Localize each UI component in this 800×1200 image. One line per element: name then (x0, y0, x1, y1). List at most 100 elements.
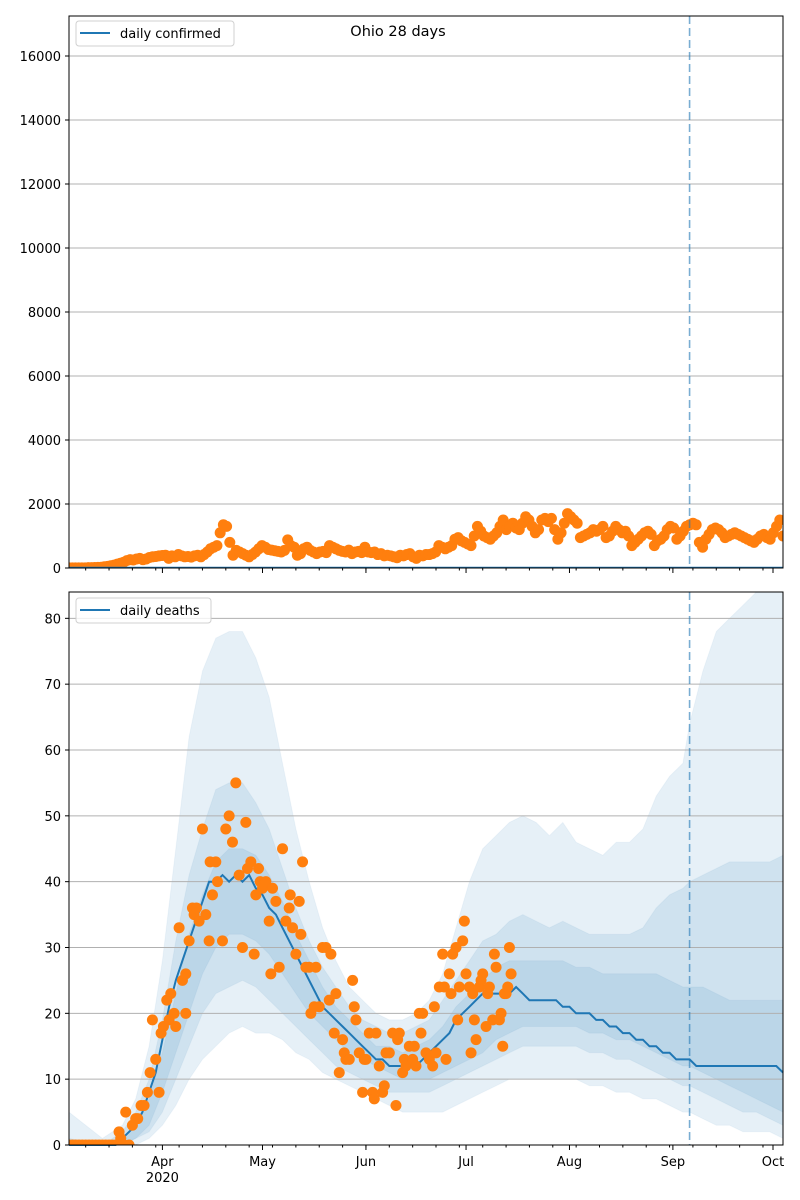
deaths-ytick-label: 30 (44, 942, 61, 957)
deaths-ytick-label: 60 (44, 744, 61, 759)
deaths-point (488, 948, 500, 960)
deaths-ytick-label: 50 (44, 810, 61, 825)
deaths-point (437, 948, 449, 960)
confirmed-point (545, 512, 557, 524)
deaths-xtick-label: Sep (661, 1155, 686, 1170)
confirmed-point (224, 536, 236, 548)
deaths-point (168, 1007, 180, 1019)
deaths-point (313, 1001, 325, 1013)
deaths-point (200, 909, 212, 921)
deaths-point (470, 1034, 482, 1046)
confirmed-point (597, 520, 609, 532)
deaths-point (240, 816, 252, 828)
deaths-point (452, 1014, 464, 1026)
deaths-ytick-label: 70 (44, 678, 61, 693)
deaths-point (483, 981, 495, 993)
deaths-point (325, 948, 337, 960)
deaths-point (457, 935, 469, 947)
deaths-point (428, 1001, 440, 1013)
confirmed-point (221, 520, 233, 532)
confirmed-legend: daily confirmed (75, 20, 235, 47)
deaths-point (393, 1027, 405, 1039)
deaths-point (465, 1047, 477, 1059)
deaths-point (468, 1014, 480, 1026)
deaths-point (144, 1067, 156, 1079)
deaths-point (440, 1053, 452, 1065)
deaths-point (503, 942, 515, 953)
deaths-point (248, 948, 260, 960)
deaths-point (253, 863, 265, 874)
deaths-ytick-label: 80 (44, 612, 61, 627)
deaths-point (453, 981, 465, 993)
deaths-point (233, 869, 245, 881)
confirmed-ytick-label: 2000 (28, 498, 61, 513)
deaths-point (495, 1007, 507, 1019)
deaths-point (348, 1001, 360, 1013)
deaths-point (245, 856, 257, 868)
deaths-point (378, 1080, 390, 1092)
confirmed-ytick-label: 8000 (28, 306, 61, 321)
confirmed-ytick-label: 14000 (20, 114, 61, 129)
deaths-xtick-label: May (249, 1155, 276, 1170)
deaths-point (368, 1093, 380, 1105)
chart-title: Ohio 28 days (350, 24, 445, 40)
deaths-ytick-label: 0 (53, 1139, 61, 1154)
deaths-point (265, 968, 277, 980)
deaths-point (343, 1053, 355, 1065)
deaths-point (226, 836, 238, 848)
deaths-point (132, 1113, 144, 1125)
deaths-xtick-sublabel: 2020 (146, 1171, 179, 1186)
confirmed-ytick-label: 6000 (28, 370, 61, 385)
deaths-point (216, 935, 228, 947)
deaths-point (443, 968, 455, 980)
deaths-point (230, 777, 242, 789)
deaths-ytick-label: 10 (44, 1073, 61, 1088)
deaths-point (295, 928, 307, 940)
deaths-point (460, 968, 472, 980)
confirmed-axes-frame (68, 15, 784, 569)
deaths-points (69, 777, 517, 1145)
deaths-xtick-label: Aug (557, 1155, 582, 1170)
deaths-point (497, 1040, 509, 1052)
deaths-point (123, 1139, 135, 1145)
deaths-point (206, 889, 218, 901)
deaths-point (293, 895, 305, 907)
confirmed-ytick-label: 12000 (20, 178, 61, 193)
deaths-point (502, 981, 514, 993)
deaths-point (236, 942, 248, 953)
deaths-point (173, 922, 185, 934)
deaths-point (505, 968, 517, 980)
deaths-point (223, 810, 235, 822)
deaths-point (284, 889, 296, 901)
deaths-ytick-label: 40 (44, 876, 61, 891)
deaths-point (357, 1086, 369, 1098)
deaths-point (417, 1007, 429, 1019)
confirmed-ytick-label: 0 (53, 562, 61, 577)
deaths-y-ticks: 0 10 20 30 40 50 60 70 80 (44, 612, 69, 1154)
deaths-point (290, 948, 302, 960)
confirmed-ytick-label: 10000 (20, 242, 61, 257)
deaths-xtick-label: Jul (457, 1155, 474, 1170)
deaths-xtick-label: Apr (151, 1155, 174, 1170)
confirmed-points (69, 508, 783, 568)
deaths-point (287, 922, 299, 934)
deaths-point (120, 1106, 132, 1118)
deaths-point (203, 935, 215, 947)
deaths-legend-box (75, 597, 212, 624)
deaths-point (410, 1060, 422, 1072)
deaths-point (180, 968, 192, 980)
confirmed-point (533, 524, 545, 536)
confirmed-point (211, 540, 223, 552)
deaths-point (165, 988, 177, 1000)
deaths-point (267, 882, 279, 894)
deaths-point (273, 961, 285, 973)
deaths-point (220, 823, 232, 835)
confirmed-panel: 0 2000 4000 6000 8000 10000 12000 14000 16000 Oh… (20, 15, 784, 577)
deaths-xtick-label: Oct (762, 1155, 784, 1170)
deaths-legend-label: daily deaths (120, 604, 200, 619)
deaths-observed (69, 777, 517, 1145)
deaths-ytick-label: 20 (44, 1007, 61, 1022)
